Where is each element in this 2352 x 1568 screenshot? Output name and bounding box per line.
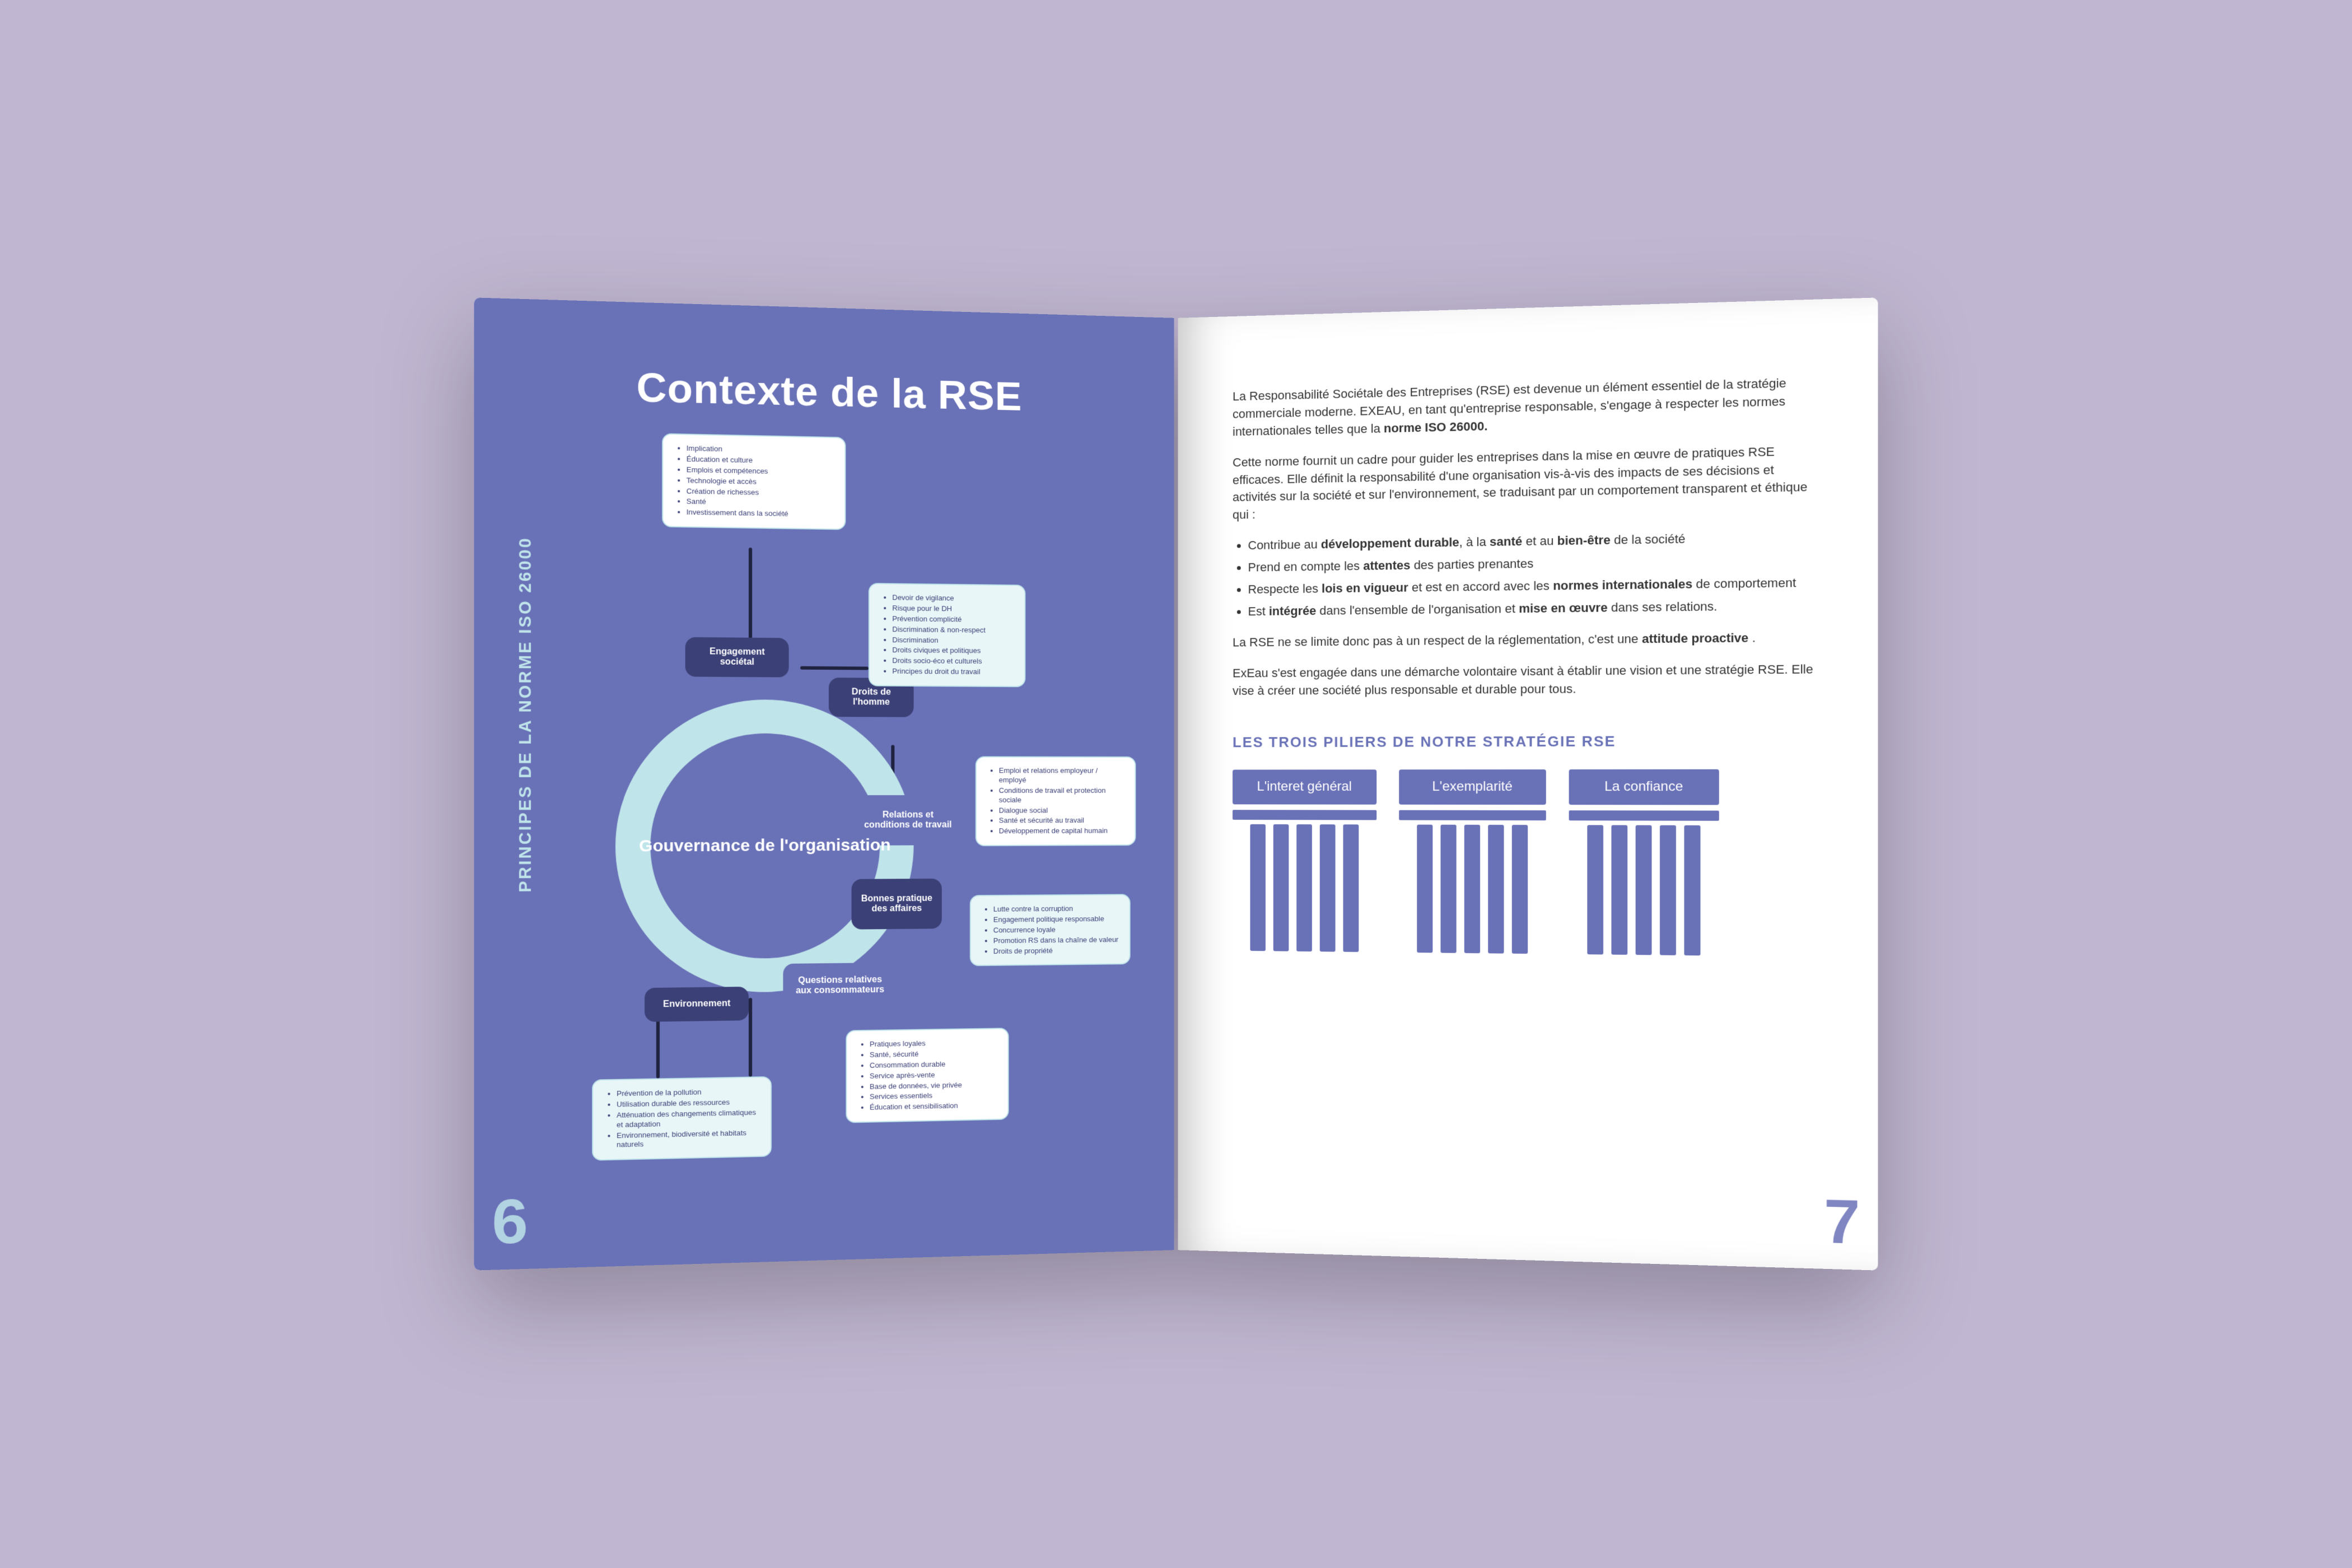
card-item: Investissement dans la société (687, 508, 836, 520)
card-item: Service après-vente (870, 1069, 999, 1081)
card-top: ImplicationÉducation et cultureEmplois e… (662, 433, 846, 530)
card-item: Santé, sécurité (870, 1048, 999, 1060)
card-item: Droits civiques et politiques (892, 646, 1015, 656)
card-item: Discrimination (892, 636, 1015, 646)
card-relations: Emploi et relations employeur / employéC… (976, 756, 1136, 846)
bullet-item: Est intégrée dans l'ensemble de l'organi… (1248, 596, 1818, 620)
bullets: Contribue au développement durable, à la… (1248, 528, 1818, 620)
card-item: Promotion RS dans la chaîne de valeur (993, 935, 1121, 946)
page-right: La Responsabilité Sociétale des Entrepri… (1178, 297, 1878, 1270)
card-item: Dialogue social (999, 806, 1126, 815)
p1a: La Responsabilité Sociétale des Entrepri… (1233, 376, 1786, 438)
card-item: Discrimination & non-respect (892, 625, 1015, 636)
pillar-columns (1233, 824, 1376, 953)
pillar: L'exemplarité (1399, 769, 1546, 954)
card-item: Pratiques loyales (870, 1038, 999, 1049)
card-item: Droits de propriété (993, 945, 1121, 956)
governance-wheel: Gouvernance de l'organisation (615, 699, 914, 994)
card-item: Santé et sécurité au travail (999, 816, 1126, 825)
node-engagement: Engagement sociétal (685, 637, 789, 678)
card-item: Devoir de vigilance (892, 593, 1015, 604)
pillars-row: L'interet général L'exemplarité La confian… (1233, 769, 1819, 957)
card-item: Lutte contre la corruption (993, 904, 1121, 914)
card-questions: Pratiques loyalesSanté, sécuritéConsomma… (846, 1028, 1009, 1123)
pillar-abacus (1569, 810, 1719, 821)
p3a: La RSE ne se limite donc pas à un respec… (1233, 632, 1642, 649)
card-item: Prévention de la pollution (617, 1086, 761, 1099)
bullet-item: Respecte les lois en vigueur et est en a… (1248, 573, 1818, 598)
p3b: attitude proactive (1642, 631, 1748, 646)
card-item: Développement de capital humain (999, 827, 1126, 836)
card-item: Services essentiels (870, 1090, 999, 1102)
page-left: Contexte de la RSE PRINCIPES DE LA NORME… (474, 297, 1174, 1270)
pillars-title: LES TROIS PILIERS DE NOTRE STRATÉGIE RSE (1233, 731, 1819, 753)
pillar-abacus (1399, 810, 1546, 820)
connector (800, 666, 869, 670)
card-item: Consommation durable (870, 1059, 999, 1071)
card-item: Santé (687, 497, 836, 510)
card-item: Emplois et compétences (687, 465, 836, 478)
card-item: Prévention complicité (892, 614, 1015, 625)
card-item: Technologie et accès (687, 476, 836, 488)
bullet-item: Contribue au développement durable, à la… (1248, 528, 1818, 554)
para-4: ExEau s'est engagée dans une démarche vo… (1233, 660, 1819, 699)
wheel-center-label: Gouvernance de l'organisation (615, 699, 914, 994)
pillar: La confiance (1569, 769, 1719, 956)
card-item: Concurrence loyale (993, 925, 1121, 935)
pillar-columns (1569, 825, 1719, 955)
page-number-right: 7 (1824, 1185, 1860, 1258)
pillar: L'interet général (1233, 769, 1376, 952)
card-item: Éducation et sensibilisation (870, 1100, 999, 1112)
p3c: . (1752, 631, 1756, 645)
pillar-cap: La confiance (1569, 769, 1719, 805)
card-item: Engagement politique responsable (993, 914, 1121, 925)
card-item: Principes du droit du travail (892, 667, 1015, 677)
pillar-cap: L'exemplarité (1399, 769, 1546, 805)
card-item: Conditions de travail et protection soci… (999, 786, 1126, 805)
card-droits: Devoir de vigilanceRisque pour le DHPrév… (869, 583, 1025, 687)
card-top-list: ImplicationÉducation et cultureEmplois e… (678, 444, 836, 520)
right-body: La Responsabilité Sociétale des Entrepri… (1233, 374, 1819, 957)
pillar-cap: L'interet général (1233, 769, 1376, 804)
bullet-item: Prend en compte les attentes des parties… (1248, 551, 1818, 577)
connector (749, 548, 752, 649)
page-number-left: 6 (492, 1185, 528, 1258)
card-item: Environnement, biodiversité et habitats … (617, 1128, 761, 1150)
card-env: Prévention de la pollutionUtilisation du… (592, 1076, 772, 1161)
card-item: Risque pour le DH (892, 604, 1015, 614)
para-2: Cette norme fournit un cadre pour guider… (1233, 442, 1819, 524)
card-item: Emploi et relations employeur / employé (999, 766, 1126, 785)
connector (749, 998, 752, 1077)
card-bonnes: Lutte contre la corruptionEngagement pol… (970, 894, 1131, 966)
card-item: Création de richesses (687, 487, 836, 499)
card-item: Droits socio-éco et culturels (892, 656, 1015, 666)
book-spread: Contexte de la RSE PRINCIPES DE LA NORME… (487, 308, 1865, 1260)
p1b: norme ISO 26000. (1384, 419, 1488, 435)
card-item: Base de données, vie privée (870, 1080, 999, 1091)
card-item: Atténuation des changements climatiques … (617, 1108, 761, 1130)
para-1: La Responsabilité Sociétale des Entrepri… (1233, 374, 1819, 441)
pillar-columns (1399, 824, 1546, 954)
side-vertical-label: PRINCIPES DE LA NORME ISO 26000 (516, 536, 536, 893)
pillar-abacus (1233, 810, 1376, 820)
para-3: La RSE ne se limite donc pas à un respec… (1233, 628, 1819, 651)
